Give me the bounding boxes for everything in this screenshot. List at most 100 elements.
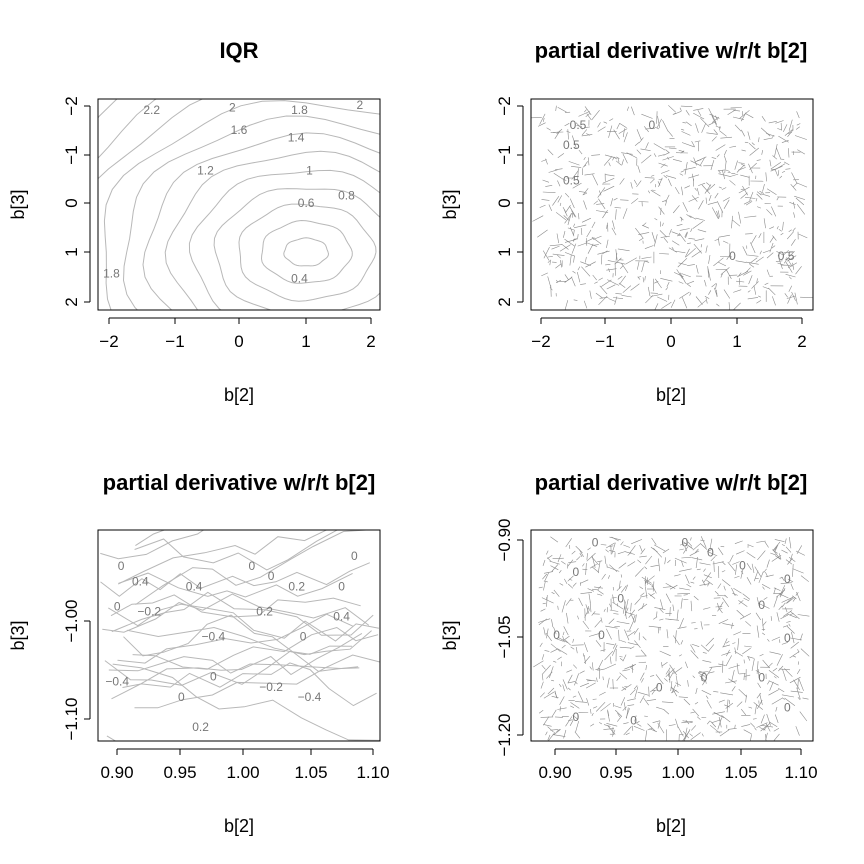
contour-segment: [723, 289, 731, 299]
contour-segment: [787, 131, 792, 134]
contour-segment: [589, 563, 597, 569]
contour-segment: [770, 616, 772, 621]
contour-segment: [740, 192, 748, 199]
contour-segment: [766, 713, 771, 726]
contour-segment: [693, 595, 699, 601]
contour-segment: [745, 261, 759, 265]
contour-line: [135, 530, 203, 547]
contour-segment: [723, 585, 726, 591]
contour-segment: [563, 626, 569, 636]
contour-segment: [783, 251, 791, 254]
contour-segment: [582, 620, 590, 630]
contour-segment: [561, 243, 569, 250]
contour-segment: [656, 111, 658, 124]
contour-segment: [614, 207, 622, 209]
contour-segment: [711, 719, 721, 723]
contour-segment: [658, 558, 661, 572]
x-tick-label: 1.10: [784, 763, 817, 782]
contour-segment: [707, 268, 711, 281]
contour-segment: [660, 170, 670, 174]
contour-segment: [700, 543, 708, 550]
contour-segment: [769, 651, 781, 655]
contour-label: 0.4: [132, 574, 149, 588]
contour-segment: [689, 292, 692, 296]
contour-segment: [614, 296, 618, 305]
contour-segment: [624, 599, 626, 613]
contour-segment: [703, 574, 713, 579]
contour-segment: [725, 169, 731, 172]
contour-segment: [713, 691, 719, 693]
contour-segment: [543, 627, 546, 636]
contour-segment: [691, 557, 703, 561]
contour-segment: [712, 711, 725, 715]
contour-segment: [541, 159, 547, 162]
x-tick-label: 1.05: [724, 763, 757, 782]
contour-segment: [743, 200, 752, 205]
contour-segment: [719, 608, 723, 610]
contour-segment: [700, 244, 702, 248]
contour-segment: [679, 228, 690, 231]
contour-segment: [568, 561, 577, 563]
contour-segment: [617, 157, 620, 163]
contour-segment: [724, 704, 730, 708]
contour-segment: [773, 727, 780, 732]
contour-segment: [571, 644, 584, 646]
contour-segment: [701, 579, 706, 586]
contour-segment: [785, 168, 791, 170]
contour-segment: [675, 675, 679, 688]
contour-segment: [705, 197, 707, 204]
contour-segment: [653, 143, 666, 151]
contour-segment: [582, 563, 585, 567]
contour-segment: [585, 563, 587, 575]
contour-segment: [755, 612, 761, 621]
contour-segment: [647, 723, 656, 732]
contour-segment: [606, 723, 618, 727]
contour-segment: [685, 110, 690, 116]
contour-segment: [676, 224, 683, 227]
contour-segment: [747, 290, 751, 293]
contour-segment: [782, 669, 787, 681]
contour-segment: [641, 603, 645, 610]
contour-segment: [679, 618, 684, 629]
contour-line: [104, 645, 353, 686]
x-axis-label: b[2]: [656, 816, 686, 836]
contour-segment: [679, 587, 690, 591]
contour-segment: [717, 210, 720, 218]
contour-segment: [642, 277, 645, 283]
contour-segment: [609, 545, 614, 547]
contour-segment: [549, 260, 551, 266]
contour-segment: [543, 716, 550, 726]
contour-segment: [587, 588, 595, 592]
contour-segment: [650, 292, 658, 294]
contour-segment: [742, 246, 748, 256]
chart-title: partial derivative w/r/t b[2]: [535, 38, 808, 63]
contour-segment: [615, 209, 617, 220]
contour-segment: [614, 705, 622, 709]
contour-segment: [605, 549, 609, 553]
y-axis-label: b[3]: [8, 620, 28, 650]
contour-segment: [682, 730, 689, 739]
contour-segment: [658, 162, 668, 167]
contour-segment: [766, 252, 774, 259]
contour-segment: [764, 282, 769, 285]
contour-segment: [768, 287, 776, 296]
contour-segment: [778, 665, 784, 672]
contour-segment: [686, 283, 691, 287]
contour-segment: [718, 608, 723, 614]
contour-segment: [788, 285, 793, 292]
contour-segment: [561, 600, 566, 613]
contour-segment: [705, 679, 707, 684]
contour-segment: [581, 217, 592, 223]
contour-segment: [781, 602, 786, 608]
contour-segment: [678, 232, 686, 242]
contour-segment: [563, 729, 567, 739]
contour-line: [98, 99, 204, 180]
contour-segment: [636, 129, 642, 141]
contour-segment: [795, 197, 805, 206]
contour-line: [112, 663, 380, 741]
contour-segment: [721, 187, 727, 190]
contour-label: 0.5: [563, 173, 580, 187]
contour-segment: [649, 178, 655, 184]
contour-segment: [602, 210, 608, 219]
